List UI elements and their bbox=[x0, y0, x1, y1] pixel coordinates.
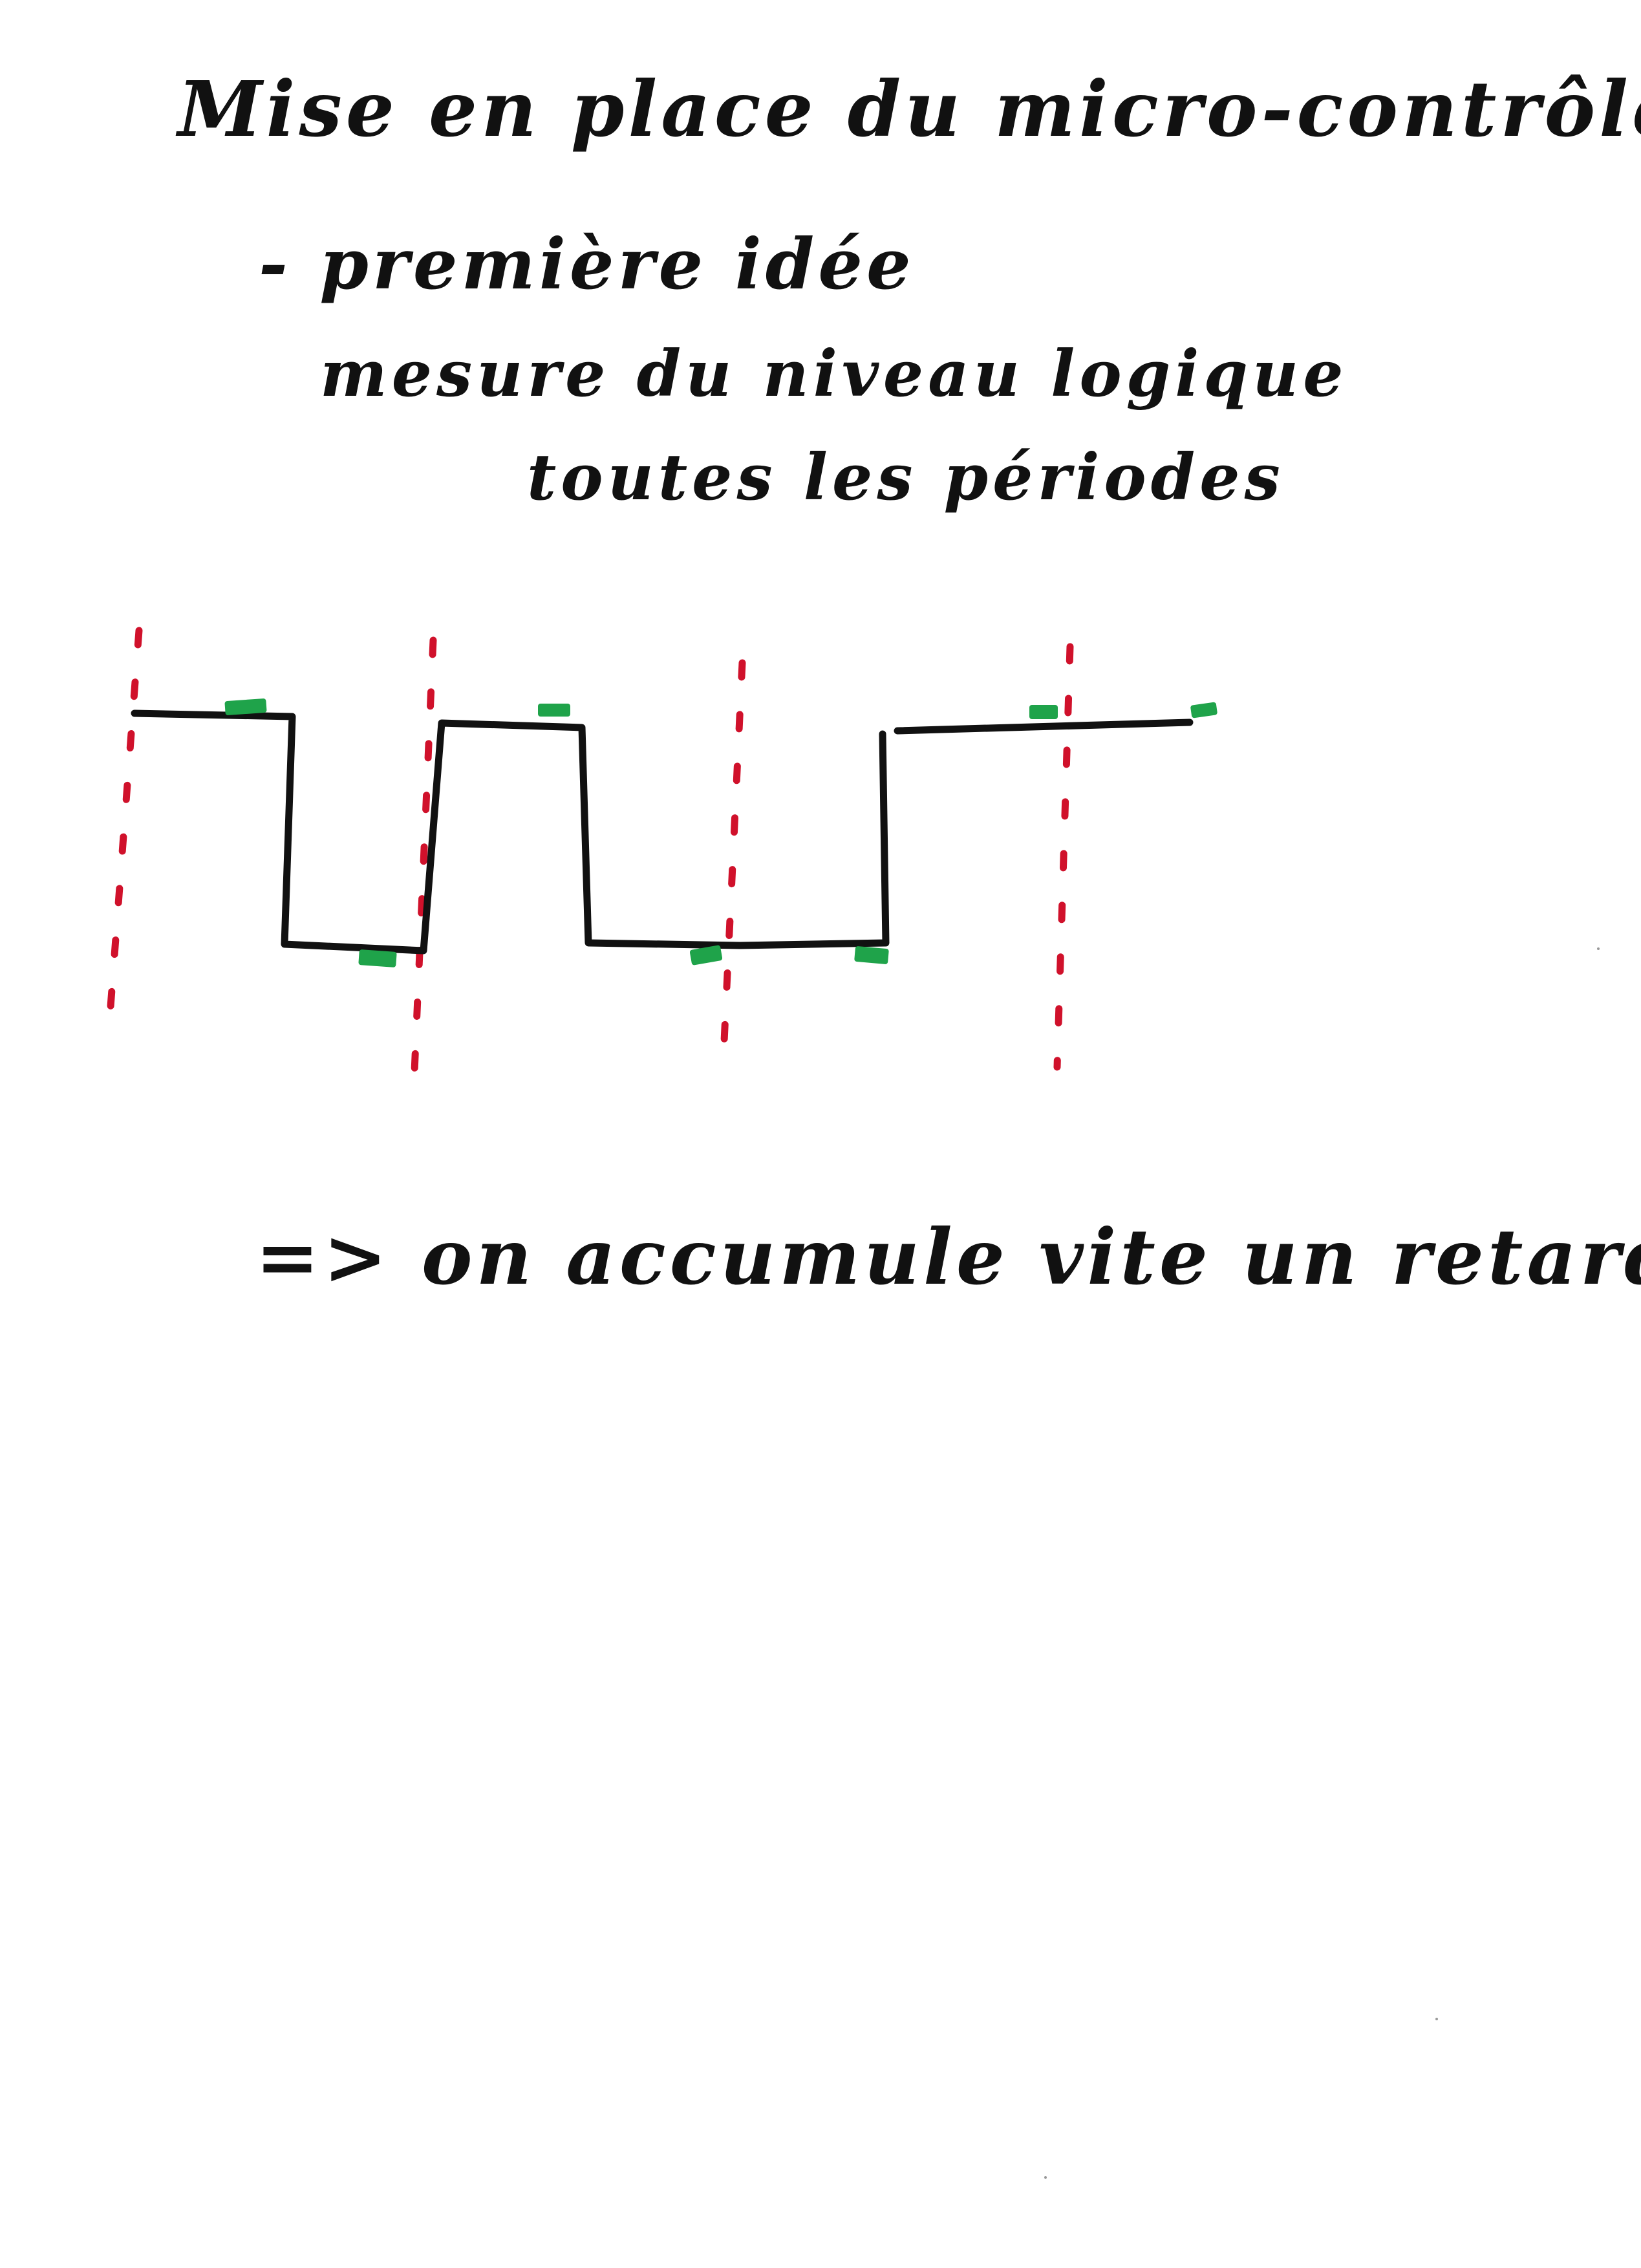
sample-marks bbox=[224, 698, 1217, 967]
note-title: Mise en place du micro-contrôleur bbox=[178, 64, 1641, 154]
clock-line bbox=[1053, 643, 1074, 1071]
sample-mark bbox=[689, 945, 723, 966]
sample-mark bbox=[224, 698, 267, 715]
clock-line bbox=[720, 659, 746, 1045]
square-wave-signal bbox=[131, 709, 890, 955]
note-line-2: toutes les périodes bbox=[527, 440, 1285, 515]
sample-mark bbox=[1190, 702, 1217, 718]
scan-speck bbox=[1044, 2176, 1047, 2179]
clock-lines bbox=[106, 627, 1074, 1090]
clock-line bbox=[106, 627, 143, 1019]
sample-mark bbox=[538, 704, 570, 717]
sample-mark bbox=[854, 946, 889, 964]
note-line-1: mesure du niveau logique bbox=[320, 337, 1348, 411]
note-bullet: - première idée bbox=[259, 224, 915, 305]
scan-speck bbox=[1597, 947, 1600, 950]
square-wave-high-tail bbox=[894, 718, 1194, 735]
clock-line bbox=[410, 636, 437, 1090]
scan-speck bbox=[1435, 2018, 1438, 2020]
note-conclusion: => on accumule vite un retard bbox=[255, 1212, 1641, 1302]
sample-mark bbox=[1029, 705, 1058, 719]
sample-mark bbox=[358, 949, 397, 967]
